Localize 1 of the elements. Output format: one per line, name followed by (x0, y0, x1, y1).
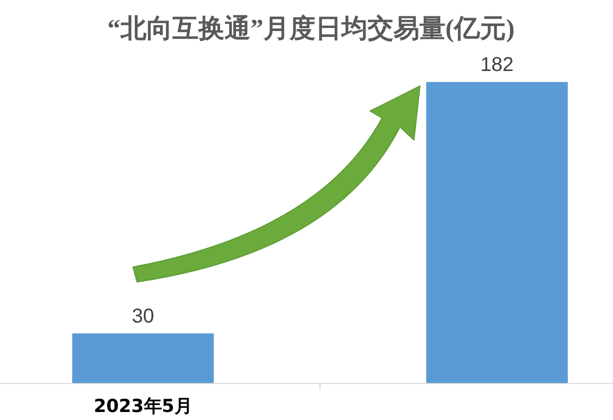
title: “北向互换通”月度日均交易量(亿元) (107, 14, 515, 43)
